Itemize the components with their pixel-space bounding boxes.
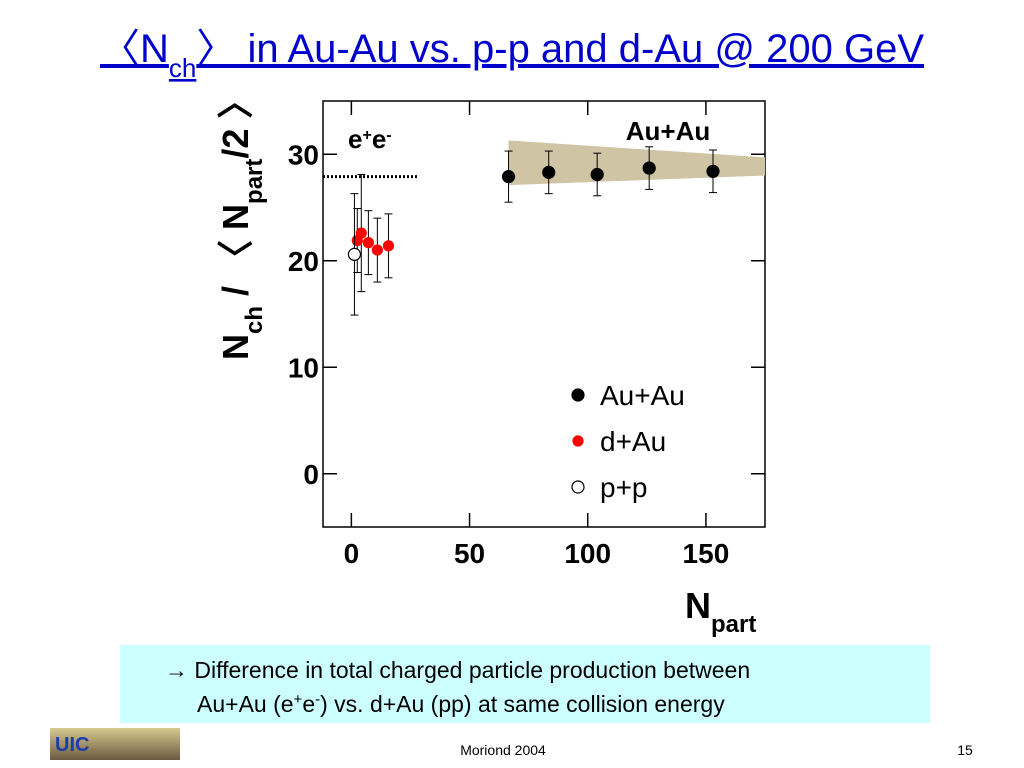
slide-title-part: 〉 in Au-Au vs. p-p and d-Au @ 200 GeV — [196, 27, 924, 71]
x-axis-label: Npart — [685, 585, 756, 638]
y-tick-label: 20 — [288, 246, 319, 277]
reference-label-part: e — [348, 124, 362, 154]
reference-label: e+e- — [348, 124, 392, 154]
note-line-part: + — [294, 691, 303, 708]
x-tick-label: 50 — [454, 538, 485, 569]
note-line-part: ) vs. d+Au (pp) at same collision energy — [320, 691, 725, 717]
legend-marker — [571, 388, 585, 402]
data-point — [501, 170, 516, 184]
x-tick-label: 100 — [564, 538, 611, 569]
x-tick-label: 150 — [683, 538, 730, 569]
data-point — [371, 244, 383, 256]
note-line: Au+Au (e+e-) vs. d+Au (pp) at same colli… — [197, 691, 725, 718]
data-point — [642, 161, 656, 175]
data-point — [362, 237, 374, 249]
data-point — [542, 165, 556, 179]
note-line-part: Au+Au (e — [197, 691, 294, 717]
legend-marker — [572, 435, 584, 447]
y-axis-label: Nch / 〈 Npart/2 〉 — [215, 83, 268, 360]
x-tick-label: 0 — [344, 538, 360, 569]
x-axis-label-part: N — [685, 585, 711, 626]
y-tick-label: 30 — [288, 139, 319, 170]
page-number: 15 — [957, 742, 973, 758]
y-axis-label-part: /2 〉 — [215, 83, 256, 159]
logo-text: UIC — [55, 734, 89, 756]
legend-label: p+p — [600, 472, 648, 503]
annotation: Au+Au — [626, 116, 711, 146]
data-point — [706, 164, 720, 178]
logo-image — [50, 728, 180, 760]
y-axis-label-part: ch — [241, 306, 268, 334]
note-line-part: e — [302, 691, 315, 717]
slide-title: 〈Nch〉 in Au-Au vs. p-p and d-Au @ 200 Ge… — [100, 27, 924, 83]
data-point — [590, 167, 604, 182]
slide-title-part: 〈N — [100, 27, 169, 71]
y-axis-label-part: / 〈 N — [215, 204, 256, 306]
note-line-part: - — [315, 691, 320, 708]
legend-label: Au+Au — [600, 380, 685, 411]
note-line: → Difference in total charged particle p… — [165, 657, 750, 683]
y-tick-label: 10 — [288, 352, 319, 383]
legend-label: d+Au — [600, 426, 666, 457]
plot-frame — [322, 100, 766, 528]
reference-label-part: - — [386, 127, 391, 144]
footer-center: Moriond 2004 — [460, 742, 546, 758]
y-axis-label-part: part — [241, 159, 268, 204]
y-tick-label: 0 — [303, 459, 319, 490]
note-box — [120, 645, 930, 723]
reference-label-part: + — [362, 127, 371, 144]
data-point — [347, 247, 362, 261]
reference-label-part: e — [372, 124, 386, 154]
y-axis-label-part: N — [215, 334, 256, 360]
systematic-band — [508, 140, 765, 186]
data-point — [355, 227, 367, 239]
slide-title-part: ch — [169, 53, 196, 83]
x-axis-label-part: part — [711, 611, 756, 638]
data-point — [382, 240, 395, 252]
legend-marker — [571, 480, 585, 494]
